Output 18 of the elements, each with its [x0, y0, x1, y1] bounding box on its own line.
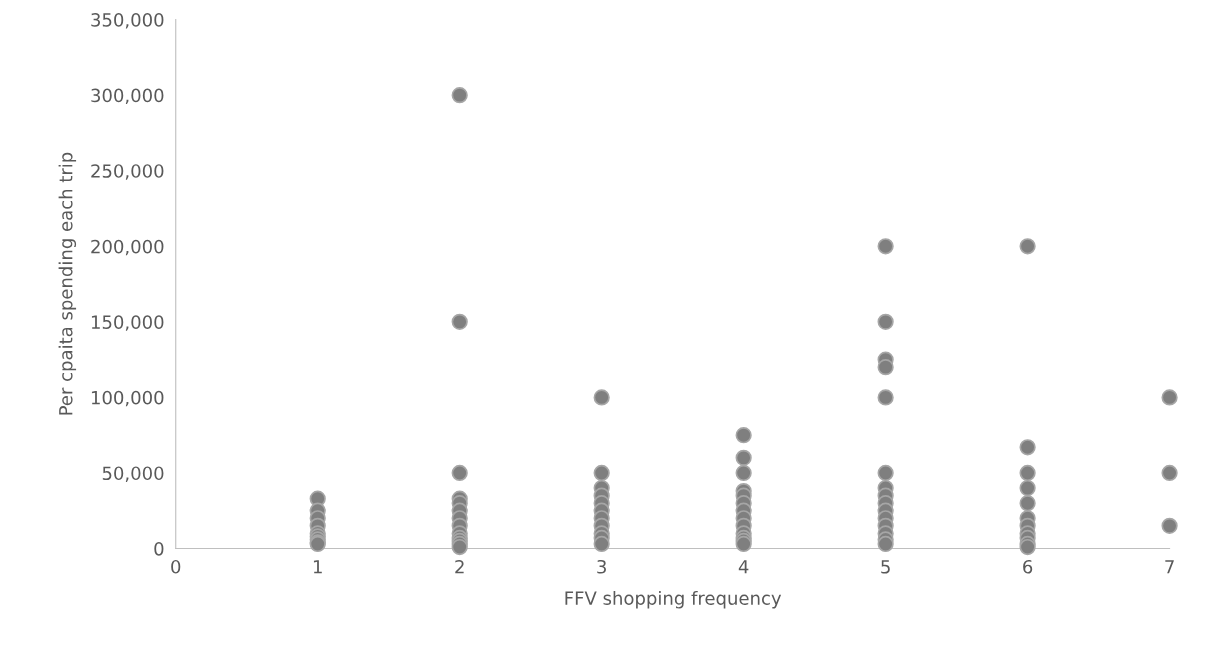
x-tick-label: 2: [455, 559, 464, 574]
y-tick-label: 200,000: [91, 239, 164, 256]
y-tick-label: 100,000: [91, 390, 164, 407]
y-tick-label: 350,000: [91, 13, 164, 29]
x-tick-label: 7: [1165, 560, 1174, 574]
x-tick-label: 0: [171, 559, 181, 574]
x-tick-label: 5: [881, 560, 890, 574]
y-tick-label: 150,000: [91, 315, 164, 331]
y-tick-label: 50,000: [102, 466, 164, 482]
x-tick-label: 6: [1023, 559, 1033, 574]
x-tick-label: 4: [738, 560, 749, 574]
x-tick-label: 1: [313, 560, 322, 574]
y-tick-label: 300,000: [91, 88, 164, 105]
y-axis-title: Per cpaita spending each trip: [58, 152, 77, 415]
x-axis-title: FFV shopping frequency: [565, 590, 782, 609]
x-tick-label: 3: [597, 559, 606, 574]
y-tick-label: 250,000: [91, 164, 164, 180]
y-tick-label: 0: [154, 541, 164, 556]
